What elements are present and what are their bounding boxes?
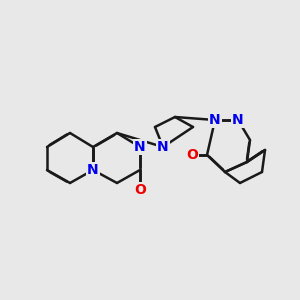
Text: N: N [209, 113, 221, 127]
Text: N: N [87, 163, 99, 177]
Text: O: O [186, 148, 198, 162]
Text: N: N [134, 140, 146, 154]
Text: N: N [232, 113, 244, 127]
Text: O: O [134, 183, 146, 197]
Text: N: N [157, 140, 169, 154]
